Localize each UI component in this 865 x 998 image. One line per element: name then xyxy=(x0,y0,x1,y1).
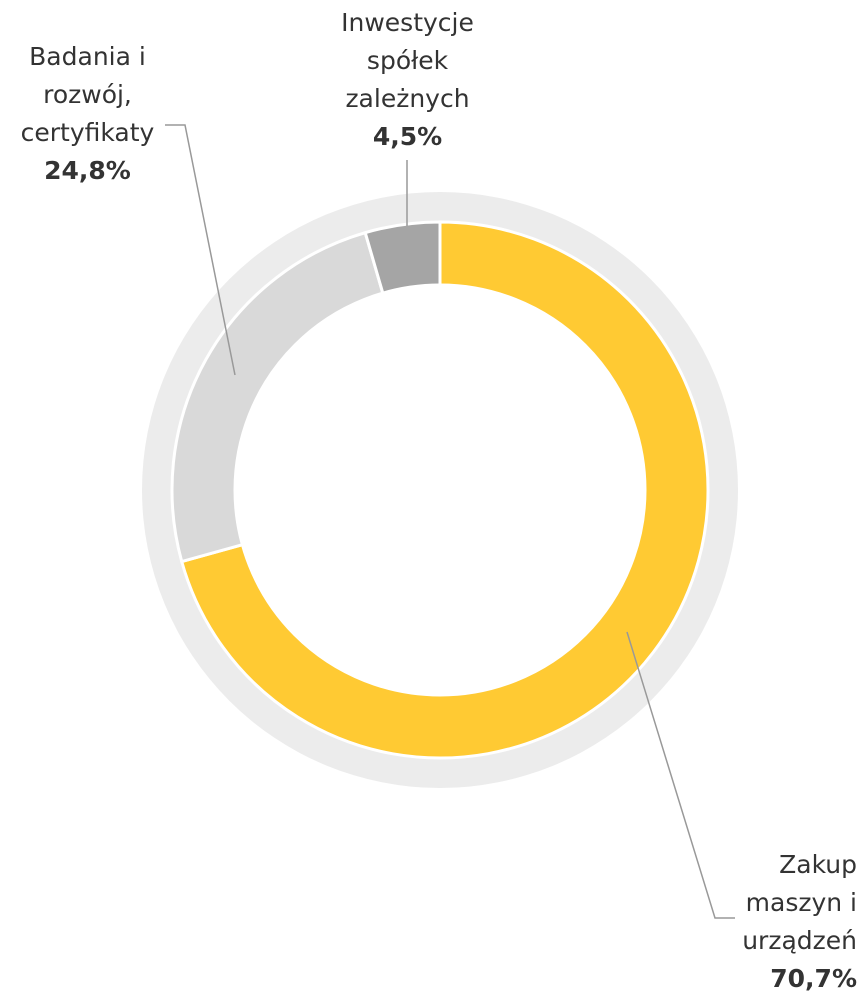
value-label: 24,8% xyxy=(44,156,131,185)
value-label: 4,5% xyxy=(372,122,443,151)
slice-label: Badania i rozwój, certyfikaty 24,8% xyxy=(5,38,170,190)
donut-hole xyxy=(233,283,647,697)
value-label: 70,7% xyxy=(770,964,857,993)
category-label: Badania i rozwój, certyfikaty xyxy=(20,42,155,147)
category-label: Inwestycje spółek zależnych xyxy=(341,8,474,113)
slice-label: Inwestycje spółek zależnych 4,5% xyxy=(325,4,490,156)
slice-label: Zakup maszyn i urządzeń 70,7% xyxy=(727,846,857,998)
leader-line xyxy=(626,631,735,919)
leader-line xyxy=(165,124,236,376)
category-label: Zakup maszyn i urządzeń xyxy=(742,850,857,955)
